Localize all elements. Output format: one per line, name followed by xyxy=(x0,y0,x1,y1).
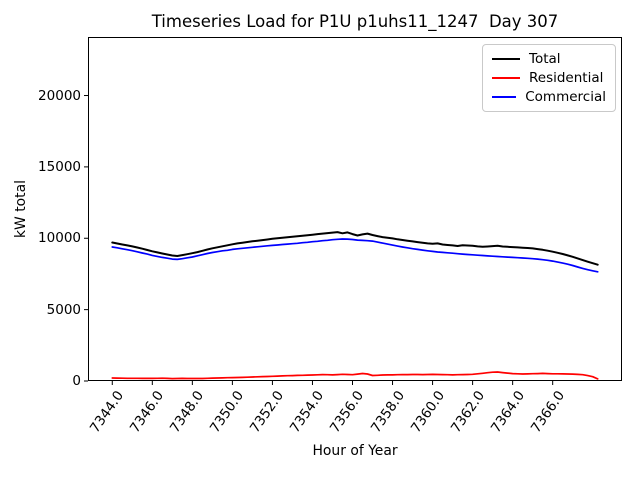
y-tick-label: 10000 xyxy=(38,230,81,247)
series-line-residential xyxy=(111,371,599,380)
legend-item-total: Total xyxy=(492,51,606,67)
series-line-total xyxy=(111,231,599,266)
y-tick-label: 0 xyxy=(72,373,81,389)
y-tick-label: 20000 xyxy=(38,87,81,104)
legend-item-commercial: Commercial xyxy=(492,89,606,105)
y-tick-label: 15000 xyxy=(38,158,81,175)
chart-title: Timeseries Load for P1U p1uhs11_1247 Day… xyxy=(151,12,559,31)
y-tick-label: 5000 xyxy=(46,301,81,318)
legend-line-sample-total xyxy=(492,57,520,60)
legend: Total Residential Commercial xyxy=(482,44,616,112)
legend-label-residential: Residential xyxy=(529,69,604,86)
legend-item-residential: Residential xyxy=(492,70,606,86)
legend-line-sample-residential xyxy=(492,76,520,79)
series-line-commercial xyxy=(111,238,599,273)
legend-line-sample-commercial xyxy=(492,96,517,99)
x-axis-label: Hour of Year xyxy=(312,443,398,459)
axes-spines xyxy=(88,37,622,381)
legend-label-total: Total xyxy=(529,50,561,67)
legend-label-commercial: Commercial xyxy=(525,89,606,106)
